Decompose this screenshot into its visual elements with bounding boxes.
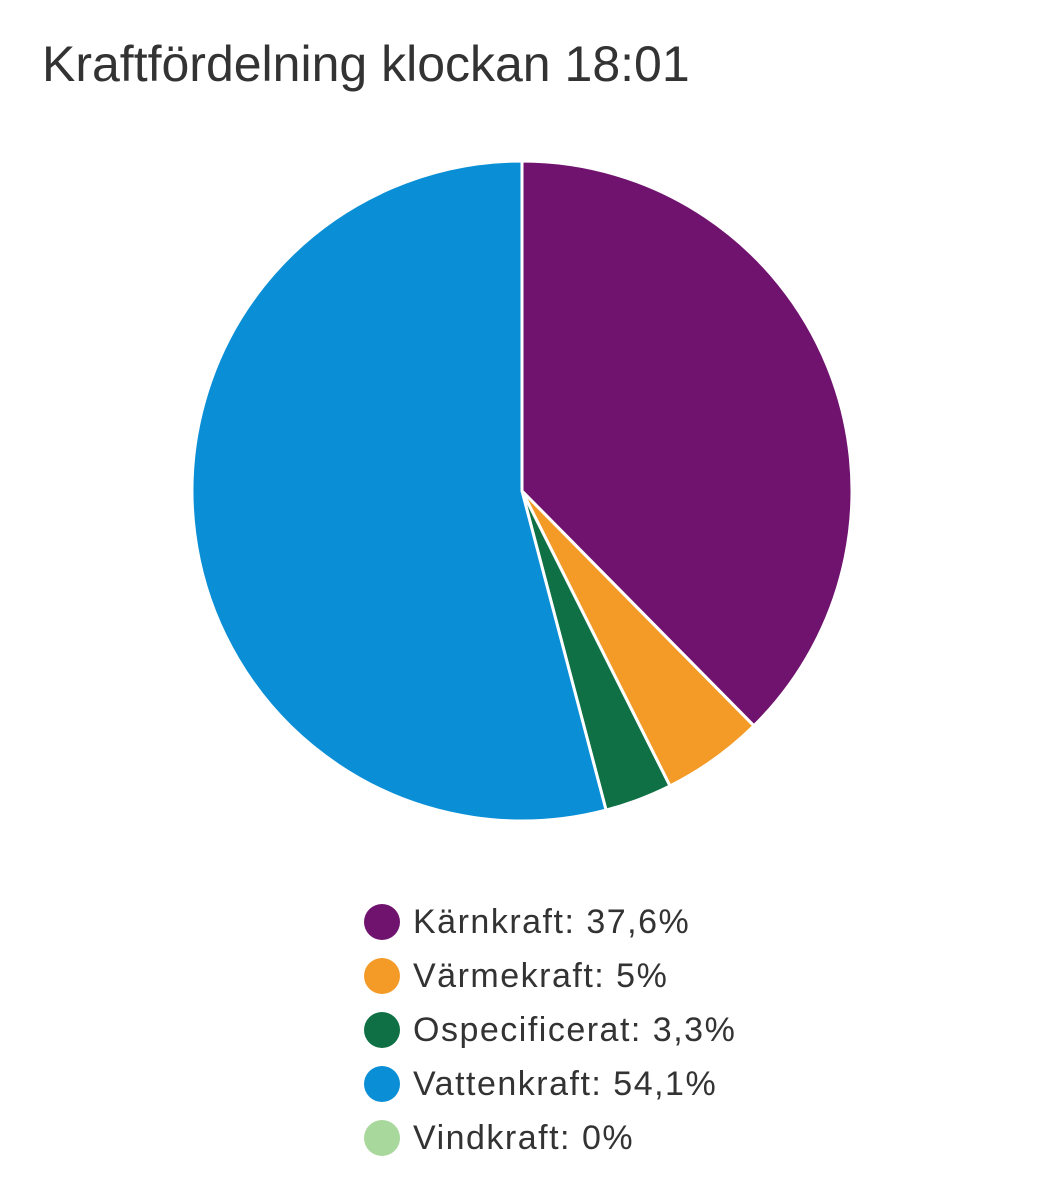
pie-slice <box>190 159 608 823</box>
legend-marker <box>364 1066 400 1102</box>
chart-title: Kraftfördelning klockan 18:01 <box>42 36 690 92</box>
legend-label: Vattenkraft: 54,1% <box>413 1065 717 1103</box>
legend-marker <box>364 958 400 994</box>
legend-label: Värmekraft: 5% <box>413 957 668 995</box>
legend-marker <box>364 1012 400 1048</box>
legend-marker <box>364 1120 400 1156</box>
legend-marker <box>364 904 400 940</box>
legend-label: Kärnkraft: 37,6% <box>413 903 690 941</box>
legend-label: Ospecificerat: 3,3% <box>413 1011 736 1049</box>
pie-slice <box>520 159 854 728</box>
legend-label: Vindkraft: 0% <box>413 1119 634 1157</box>
